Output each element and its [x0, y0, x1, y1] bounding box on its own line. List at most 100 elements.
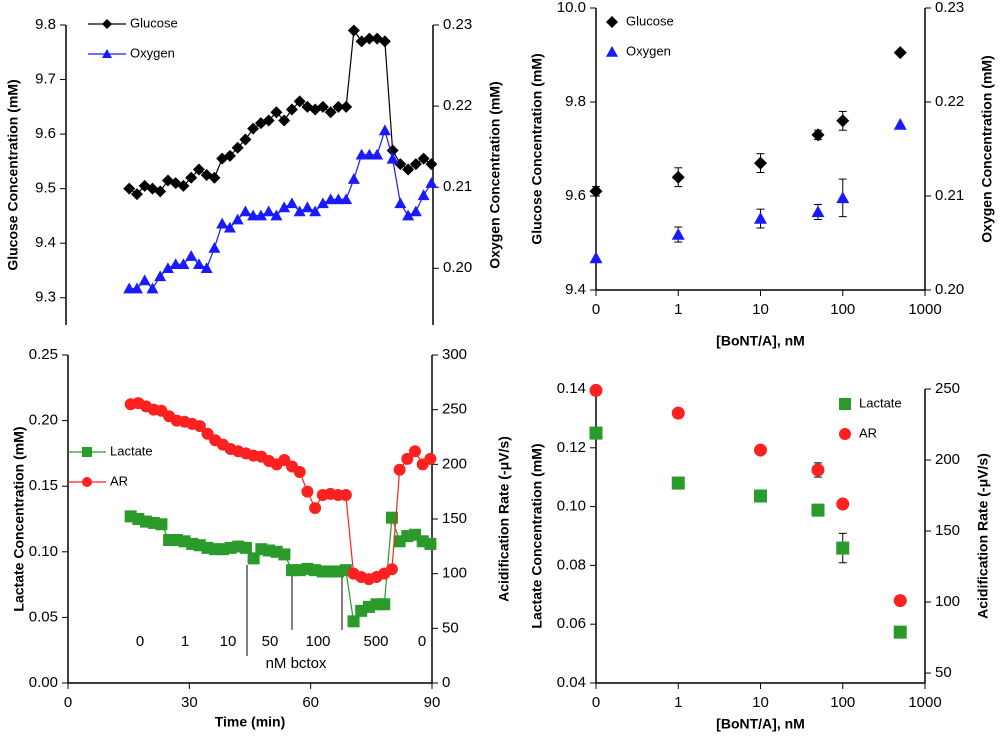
- marker: [409, 205, 422, 217]
- marker: [893, 625, 907, 639]
- marker: [309, 205, 322, 217]
- marker: [402, 163, 415, 176]
- y-tick-label: 0.10: [29, 543, 58, 560]
- marker: [811, 503, 825, 517]
- annotation: 1: [181, 633, 189, 650]
- marker: [893, 594, 907, 608]
- marker: [394, 158, 407, 171]
- marker: [340, 193, 353, 205]
- marker: [378, 124, 391, 136]
- marker: [185, 171, 198, 184]
- y-tick-label: 0.12: [557, 439, 586, 456]
- marker: [262, 205, 275, 217]
- y-tick-label: 9.6: [35, 125, 56, 142]
- marker: [386, 152, 399, 164]
- annotation: 100: [305, 633, 330, 650]
- y2-tick-label: 0.21: [443, 178, 472, 195]
- marker: [223, 221, 236, 233]
- y2-tick-label: 0.20: [935, 281, 964, 298]
- marker: [293, 205, 306, 217]
- marker: [424, 452, 437, 465]
- marker: [347, 24, 360, 37]
- marker: [385, 511, 398, 524]
- y-tick-label: 0.06: [557, 615, 586, 632]
- marker: [254, 209, 267, 221]
- marker: [223, 149, 236, 162]
- y-axis-label: Glucose Concentration (mM): [5, 79, 21, 270]
- marker: [363, 148, 376, 160]
- marker: [332, 100, 345, 113]
- y-tick-label: 9.5: [35, 180, 56, 197]
- legend-label: Glucose: [130, 15, 178, 30]
- marker: [409, 445, 422, 458]
- marker: [208, 171, 221, 184]
- y2-tick-label: 200: [442, 455, 467, 472]
- y2-tick-label: 150: [442, 510, 467, 527]
- y-tick-label: 0.05: [29, 608, 58, 625]
- marker: [394, 197, 407, 209]
- marker: [124, 510, 137, 523]
- marker: [371, 148, 384, 160]
- legend-label: Lactate: [859, 395, 902, 410]
- y2-tick-label: 0: [442, 674, 450, 691]
- marker: [155, 518, 168, 531]
- marker: [836, 114, 850, 128]
- marker: [154, 270, 167, 282]
- marker: [208, 241, 221, 253]
- y-tick-label: 0.15: [29, 477, 58, 494]
- y-tick-label: 0.25: [29, 346, 58, 363]
- y-tick-label: 0.08: [557, 556, 586, 573]
- marker: [177, 179, 190, 192]
- marker: [130, 188, 143, 201]
- y2-axis-label: Acidification Rate (-μV/s): [496, 436, 512, 602]
- marker: [671, 476, 685, 490]
- legend-marker: [82, 447, 92, 457]
- x-tick-label: 100: [830, 694, 855, 711]
- marker: [378, 35, 391, 48]
- marker: [161, 262, 174, 274]
- marker: [589, 184, 603, 198]
- marker: [270, 106, 283, 119]
- marker: [347, 615, 360, 628]
- marker: [811, 463, 825, 477]
- y2-tick-label: 200: [935, 451, 960, 468]
- marker: [247, 552, 260, 565]
- y2-tick-label: 0.22: [935, 93, 964, 110]
- legend-label: Lactate: [110, 443, 153, 458]
- marker: [285, 197, 298, 209]
- marker: [347, 173, 360, 184]
- marker: [278, 548, 291, 561]
- y-tick-label: 9.6: [565, 187, 586, 204]
- y-tick-label: 0.00: [29, 674, 58, 691]
- legend-label: AR: [110, 473, 128, 488]
- y2-axis-label: Oxygen Concentration (mM): [979, 55, 995, 242]
- marker: [309, 502, 322, 515]
- marker: [893, 46, 907, 60]
- y2-tick-label: 100: [935, 593, 960, 610]
- legend-marker: [606, 16, 618, 28]
- y-tick-label: 9.4: [565, 281, 586, 298]
- y-axis-label: Lactate Concentration (mM): [11, 426, 27, 611]
- marker: [293, 465, 306, 478]
- marker: [409, 158, 422, 171]
- x-tick-label: 90: [424, 694, 441, 711]
- marker: [754, 489, 767, 503]
- y-tick-label: 0.14: [557, 380, 586, 397]
- x-tick-label: 10: [752, 301, 769, 318]
- y-tick-label: 0.04: [557, 674, 586, 691]
- marker: [324, 193, 337, 205]
- marker: [192, 258, 205, 269]
- marker: [671, 170, 685, 184]
- x-tick-label: 1: [674, 694, 682, 711]
- x-tick-label: 1000: [908, 301, 941, 318]
- annotation: 0: [136, 633, 144, 650]
- x-tick-label: 30: [181, 694, 198, 711]
- y2-tick-label: 250: [935, 380, 960, 397]
- legend-marker: [102, 19, 112, 29]
- y2-tick-label: 0.23: [935, 0, 964, 16]
- marker: [247, 209, 260, 221]
- marker: [177, 258, 190, 269]
- legend-marker: [606, 46, 618, 57]
- marker: [355, 148, 368, 160]
- y-axis-label: Glucose Concentration (mM): [529, 53, 545, 244]
